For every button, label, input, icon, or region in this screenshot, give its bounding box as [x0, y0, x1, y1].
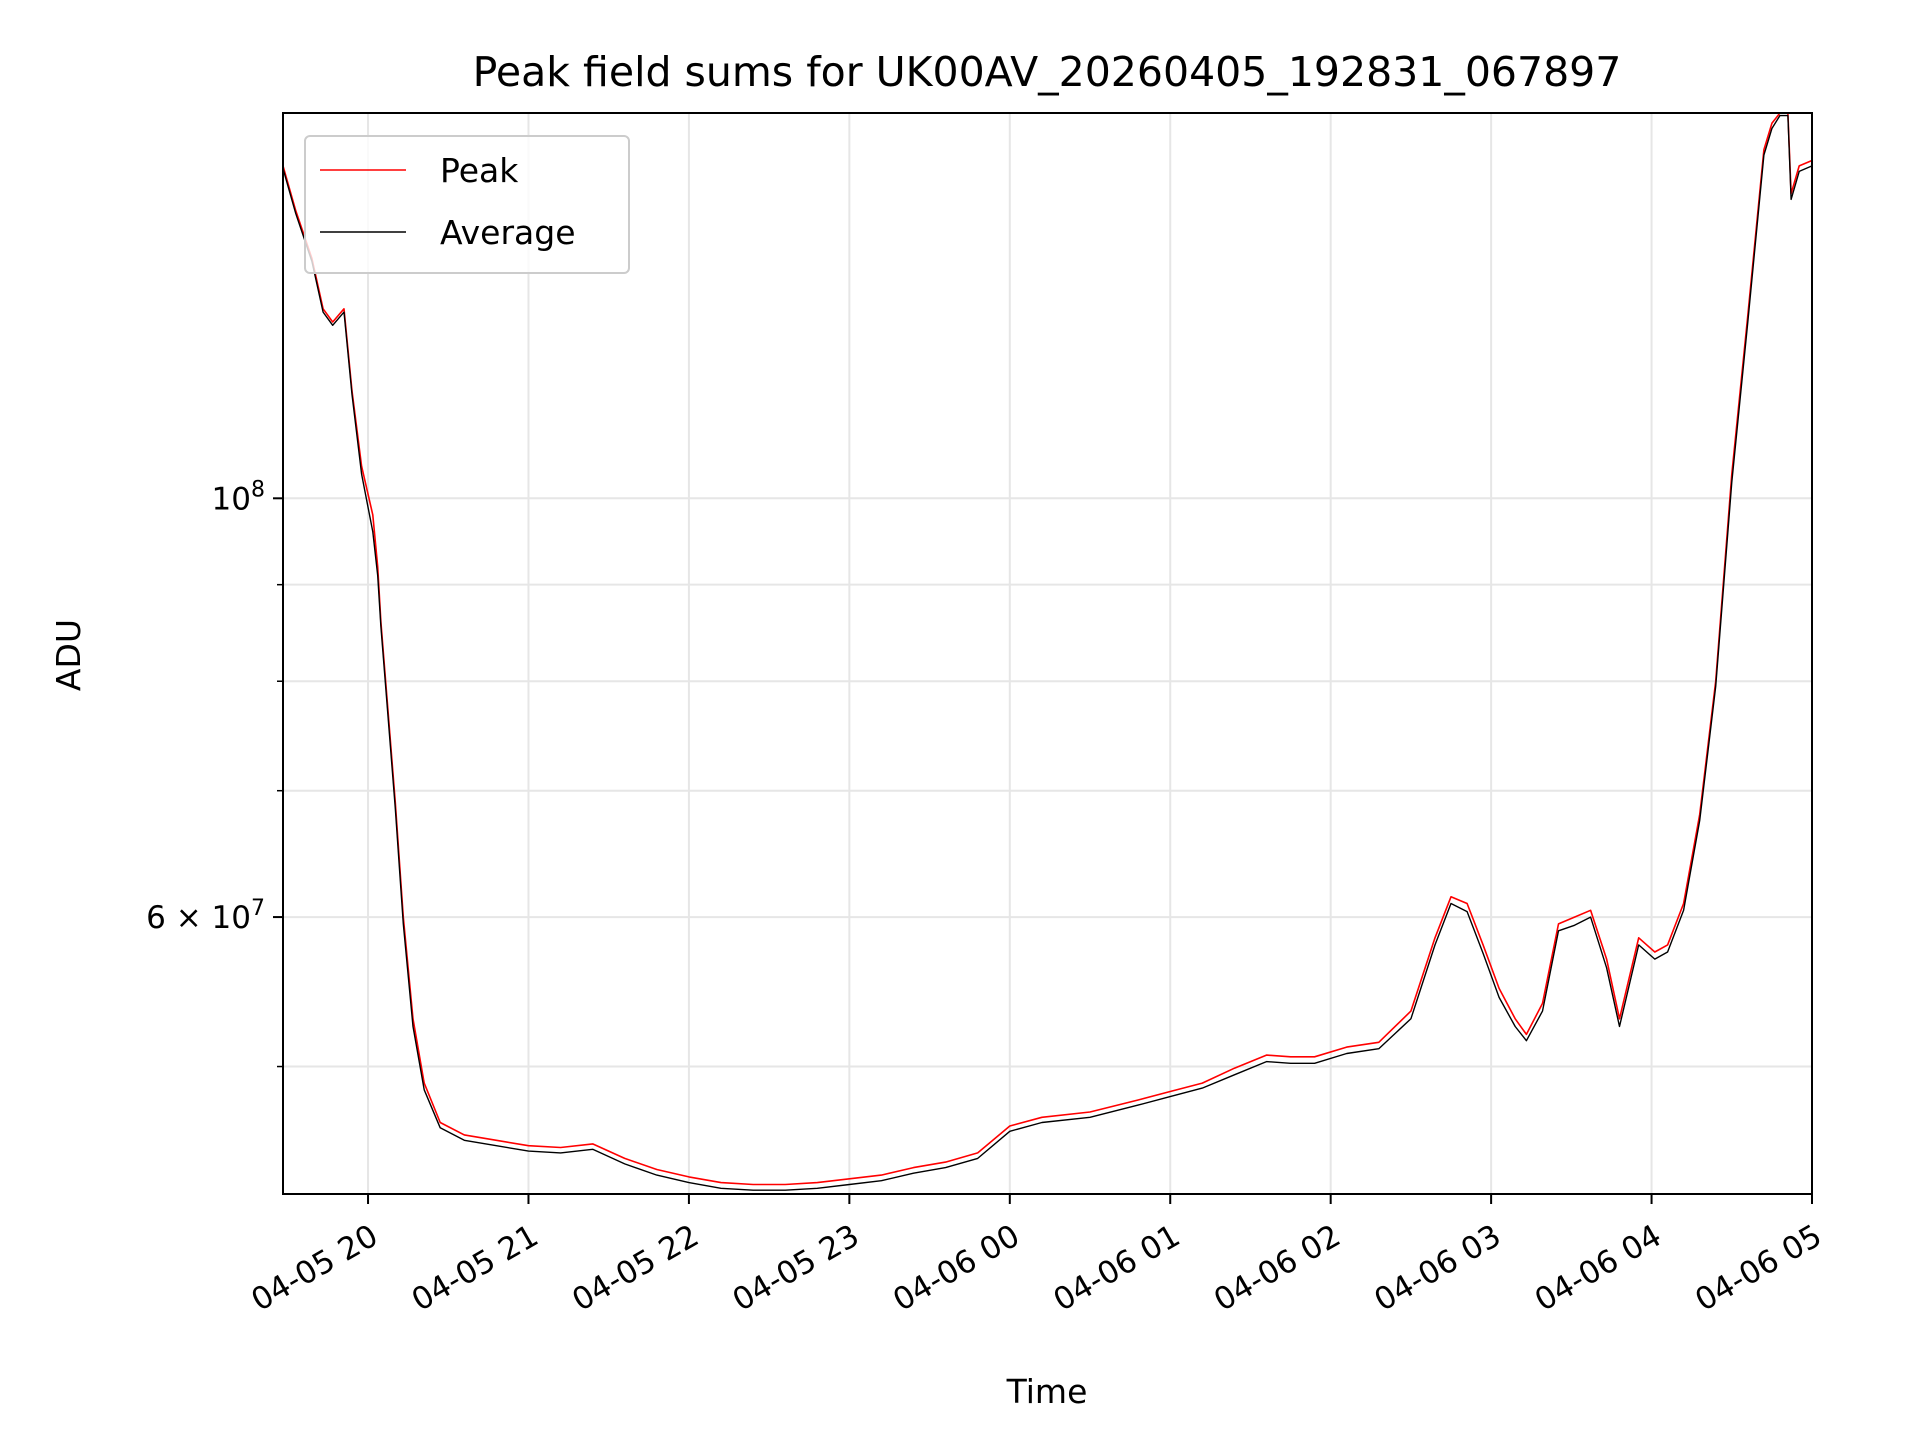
- x-axis-title: Time: [1006, 1372, 1088, 1411]
- chart-title: Peak field sums for UK00AV_20260405_1928…: [473, 48, 1622, 96]
- series-line-average: [282, 114, 1813, 1191]
- grid: [283, 113, 1813, 1194]
- series-layer: [282, 112, 1813, 1191]
- y-tick-label: 108: [212, 477, 265, 517]
- legend-label-average: Average: [440, 213, 576, 252]
- legend: Peak Average: [304, 135, 630, 274]
- plot-frame: [282, 112, 1813, 1195]
- y-axis-title: ADU: [49, 619, 88, 691]
- legend-label-peak: Peak: [440, 151, 519, 190]
- y-tick-label: 6 × 107: [146, 896, 265, 936]
